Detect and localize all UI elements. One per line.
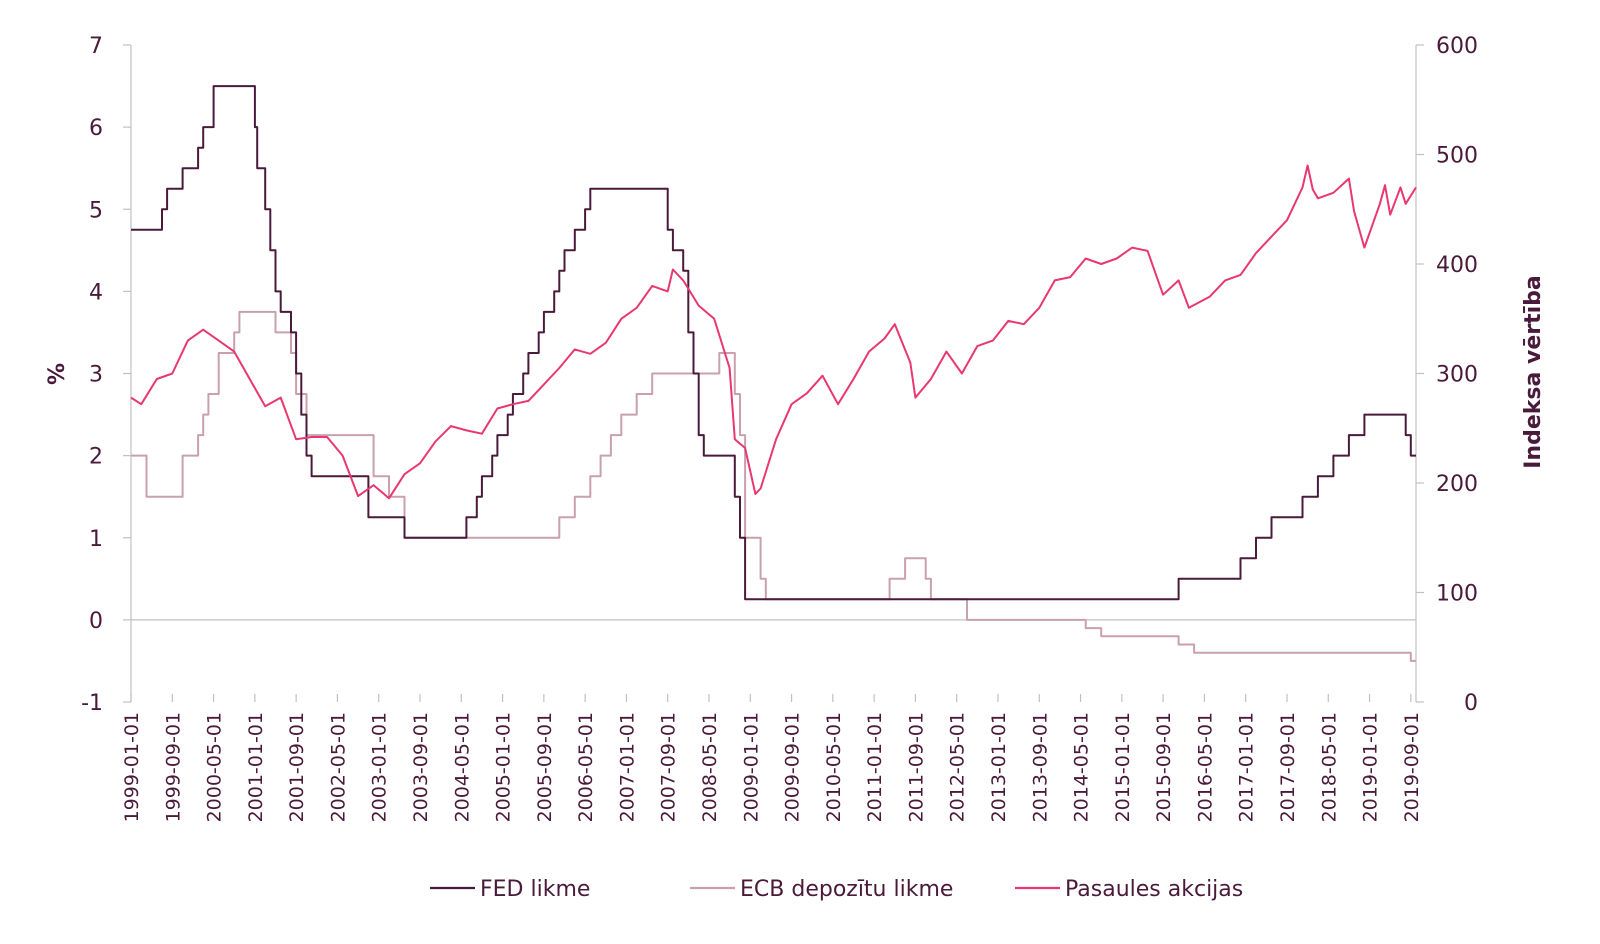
series-line-ecb-depoz-tu-likme <box>131 310 1416 662</box>
x-tick-label: 2016-05-01 <box>1194 712 1216 822</box>
y-left-tick-label: 2 <box>89 445 103 470</box>
x-tick-label: 2015-01-01 <box>1112 712 1134 822</box>
y-left-tick-label: -1 <box>81 691 103 716</box>
x-tick-label: 2010-05-01 <box>823 712 845 822</box>
x-tick-label: 2013-09-01 <box>1029 712 1051 822</box>
y-right-tick-label: 500 <box>1436 144 1478 169</box>
x-tick-label: 2003-01-01 <box>369 712 391 822</box>
x-tick-label: 2008-05-01 <box>699 712 721 822</box>
x-tick-label: 2004-05-01 <box>451 712 473 822</box>
x-tick-label: 2002-05-01 <box>327 712 349 822</box>
y-right-tick-label: 400 <box>1436 253 1478 278</box>
x-tick-label: 2001-01-01 <box>245 712 267 822</box>
y-left-tick-label: 7 <box>89 34 103 59</box>
x-tick-label: 2019-01-01 <box>1360 712 1382 822</box>
axes: -1 0 1 2 3 4 5 6 7 0 100 200 300 400 500 600 1999-01-01 1… <box>81 34 1478 822</box>
x-tick-label: 1999-09-01 <box>162 712 184 822</box>
legend-label: Pasaules akcijas <box>1065 877 1243 902</box>
legend-label: ECB depozītu likme <box>740 877 953 902</box>
x-tick-label: 2015-09-01 <box>1153 712 1175 822</box>
x-tick-label: 2017-01-01 <box>1236 712 1258 822</box>
x-tick-label: 2011-09-01 <box>905 712 927 822</box>
x-tick-label: 2012-05-01 <box>947 712 969 822</box>
legend-label: FED likme <box>480 877 590 902</box>
x-tick-label: 2013-01-01 <box>988 712 1010 822</box>
series-line-fed-likme <box>131 85 1416 601</box>
x-tick-label: 2014-05-01 <box>1071 712 1093 822</box>
y-axis-left-title: % <box>45 363 70 385</box>
y-left-tick-label: 6 <box>89 116 103 141</box>
x-tick-label: 2005-01-01 <box>493 712 515 822</box>
x-tick-label: 2005-09-01 <box>534 712 556 822</box>
x-tick-label: 2006-05-01 <box>575 712 597 822</box>
y-right-tick-label: 100 <box>1436 582 1478 607</box>
x-tick-label: 2011-01-01 <box>864 712 886 822</box>
x-tick-label: 2003-09-01 <box>410 712 432 822</box>
x-tick-label: 2018-05-01 <box>1318 712 1340 822</box>
x-tick-label: 2009-01-01 <box>740 712 762 822</box>
y-axis-right-title: Indeksa vērtība <box>1521 275 1546 469</box>
series-layer <box>130 85 1417 662</box>
y-right-tick-label: 300 <box>1436 363 1478 388</box>
y-left-tick-label: 4 <box>89 280 103 305</box>
x-tick-label: 2017-09-01 <box>1277 712 1299 822</box>
y-right-tick-label: 600 <box>1436 34 1478 59</box>
y-right-tick-label: 0 <box>1464 691 1478 716</box>
y-left-tick-label: 0 <box>89 609 103 634</box>
y-left-tick-label: 5 <box>89 198 103 223</box>
x-tick-label: 2000-05-01 <box>204 712 226 822</box>
x-tick-label: 2009-09-01 <box>782 712 804 822</box>
x-tick-label: 2007-09-01 <box>658 712 680 822</box>
series-line-pasaules-akcijas <box>130 164 1417 500</box>
x-tick-label: 2007-01-01 <box>616 712 638 822</box>
x-tick-label: 2019-09-01 <box>1401 712 1423 822</box>
legend: FED likme ECB depozītu likme Pasaules akci… <box>430 877 1243 902</box>
y-right-tick-label: 200 <box>1436 472 1478 497</box>
x-tick-label: 2001-09-01 <box>286 712 308 822</box>
y-left-tick-label: 1 <box>89 527 103 552</box>
x-tick-label: 1999-01-01 <box>121 712 143 822</box>
y-left-tick-label: 3 <box>89 363 103 388</box>
